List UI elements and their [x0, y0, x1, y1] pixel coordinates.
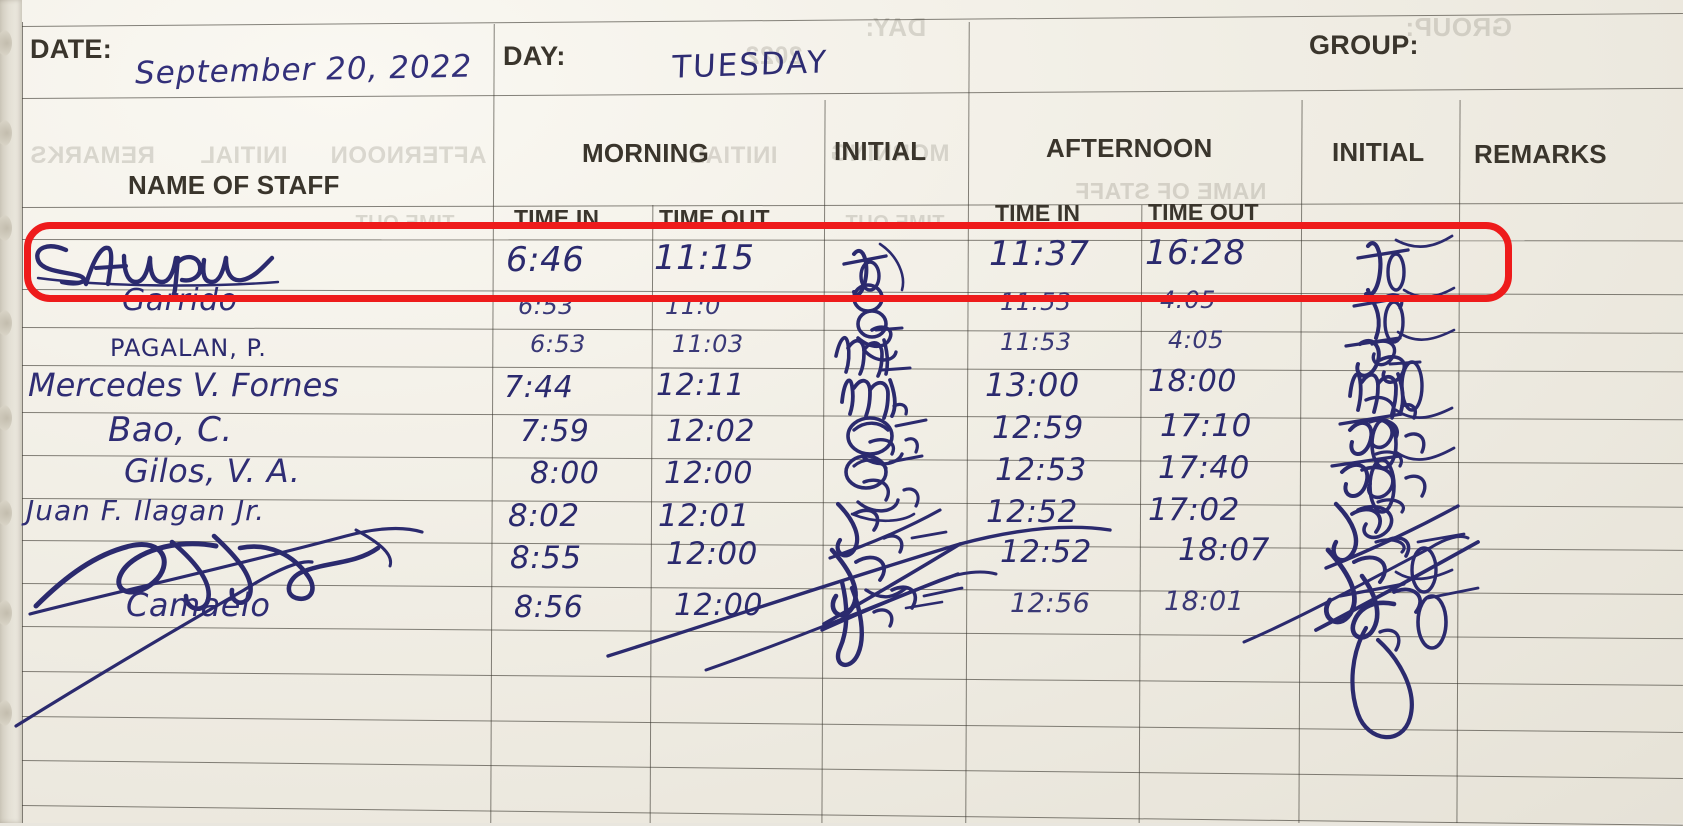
ghost-text-group: GROUP: — [1405, 12, 1512, 42]
grid-line-v — [821, 100, 826, 823]
grid-line-v — [1138, 205, 1143, 823]
grid-line-h — [21, 12, 1683, 27]
cell-morning-time-in-row-9: 8:56 — [514, 590, 584, 625]
day-label: DAY: — [503, 41, 566, 71]
initial-pm-scrawl-row-3 — [1340, 326, 1490, 446]
initial-pm-scrawl-row-4 — [1336, 360, 1486, 470]
ghost-text-timeout: TIME OUT — [355, 212, 455, 234]
cell-morning-time-out-row-7: 12:01 — [658, 498, 750, 534]
initial-pm-scrawl-row-5 — [1332, 404, 1492, 514]
column-header-morning: MORNING — [582, 138, 710, 168]
initial-am-scrawl-row-7 — [824, 486, 974, 576]
diagonal-stroke-annotation-2 — [700, 566, 1000, 676]
cell-name-row-2: Garrido — [122, 283, 238, 318]
cell-name-row-9: Camaelo — [126, 586, 271, 624]
cell-afternoon-time-out-row-8: 18:07 — [1178, 532, 1270, 568]
cell-morning-time-out-row-2: 11:0 — [665, 292, 721, 320]
cell-name-row-5: Bao, C. — [108, 410, 233, 450]
grid-line-h — [21, 626, 1683, 640]
ghost-text-year: 2022 — [745, 42, 803, 70]
signature-scrawl-row-1 — [28, 232, 328, 297]
ghost-text-afternoon: AFTERNOON — [330, 142, 487, 169]
initial-am-scrawl-row-2 — [838, 280, 958, 370]
initial-am-scrawl-row-9 — [818, 568, 978, 678]
cell-morning-time-in-row-4: 7:44 — [504, 370, 574, 405]
column-header-afternoon-time-in: TIME IN — [995, 200, 1081, 226]
cell-morning-time-out-row-4: 12:11 — [656, 368, 745, 403]
group-label: GROUP: — [1309, 30, 1419, 60]
ghost-text-day: DAY: — [865, 12, 927, 42]
cell-afternoon-time-out-row-2: 4:05 — [1160, 286, 1216, 314]
day-value: TUESDAY — [671, 44, 829, 86]
grid-line-v — [22, 22, 23, 823]
cell-morning-time-in-row-7: 8:02 — [508, 498, 580, 534]
cell-afternoon-time-out-row-6: 17:40 — [1158, 450, 1250, 486]
cell-afternoon-time-out-row-7: 17:02 — [1148, 492, 1240, 528]
cell-afternoon-time-in-row-8: 12:52 — [1000, 534, 1092, 570]
ghost-text-initial-left: INITIAL — [200, 142, 288, 169]
initial-pm-scrawl-row-1 — [1352, 228, 1482, 318]
grid-line-h — [21, 671, 1683, 686]
page-binding-edge — [0, 0, 22, 823]
cell-afternoon-time-in-row-6: 12:53 — [995, 452, 1087, 488]
cell-morning-time-in-row-1: 6:46 — [506, 240, 585, 280]
cell-morning-time-in-row-5: 7:59 — [520, 414, 590, 449]
cell-morning-time-out-row-3: 11:03 — [672, 330, 744, 358]
column-header-remarks: REMARKS — [1474, 139, 1607, 169]
grid-line-h — [21, 239, 1683, 242]
column-header-name-of-staff: NAME OF STAFF — [128, 170, 340, 200]
initial-pm-scrawl-row-7 — [1318, 484, 1498, 604]
cell-morning-time-in-row-3: 6:53 — [530, 330, 586, 358]
diagonal-stroke-annotation-4 — [14, 550, 314, 730]
column-header-morning-time-out: TIME OUT — [659, 205, 770, 231]
cell-name-row-6: Gilos, V. A. — [124, 452, 301, 490]
cell-name-row-4: Mercedes V. Fornes — [28, 366, 339, 404]
column-header-afternoon: AFTERNOON — [1046, 133, 1213, 163]
grid-line-h — [21, 498, 1683, 508]
cell-afternoon-time-out-row-5: 17:10 — [1160, 408, 1252, 444]
ghost-text-remarks: REMARKS — [30, 142, 155, 169]
cell-afternoon-time-in-row-9: 12:56 — [1010, 588, 1091, 619]
cell-afternoon-time-in-row-4: 13:00 — [985, 366, 1080, 404]
grid-line-v — [965, 22, 970, 823]
cell-name-row-3: PAGALAN, P. — [110, 334, 267, 362]
cell-morning-time-in-row-6: 8:00 — [530, 456, 600, 491]
grid-line-h — [21, 583, 1683, 596]
grid-line-v — [649, 205, 654, 823]
initial-am-scrawl-row-6 — [838, 446, 968, 526]
cell-morning-time-out-row-8: 12:00 — [666, 536, 758, 572]
cell-afternoon-time-in-row-3: 11:53 — [1000, 328, 1072, 356]
column-header-morning-time-in: TIME IN — [514, 205, 600, 231]
cell-afternoon-time-in-row-7: 12:52 — [986, 494, 1078, 530]
grid-line-h — [21, 202, 1683, 208]
grid-line-h — [21, 760, 1683, 779]
initial-pm-scrawl-row-9 — [1318, 566, 1518, 756]
grid-line-h — [21, 289, 1683, 296]
cell-morning-time-out-row-5: 12:02 — [666, 414, 755, 449]
initial-am-scrawl-row-1 — [840, 230, 960, 310]
column-header-initial-am: INITIAL — [834, 136, 927, 166]
ghost-text-timeout-2: TIME OUT — [845, 212, 945, 234]
cell-morning-time-out-row-1: 11:15 — [654, 238, 755, 278]
cell-morning-time-in-row-8: 8:55 — [510, 540, 582, 576]
grid-line-h — [21, 87, 1683, 99]
grid-line-h — [21, 365, 1683, 373]
grid-line-h — [21, 716, 1683, 733]
grid-line-h — [21, 327, 1683, 334]
grid-line-h — [21, 455, 1683, 465]
cell-morning-time-in-row-2: 6:53 — [518, 292, 574, 320]
signature-scrawl-row-8 — [26, 520, 446, 620]
grid-line-h — [21, 540, 1683, 551]
column-header-initial-pm: INITIAL — [1332, 137, 1425, 167]
grid-line-v — [490, 24, 495, 823]
grid-line-h — [21, 412, 1683, 421]
cell-morning-time-out-row-9: 12:00 — [674, 588, 763, 623]
date-label: DATE: — [30, 34, 112, 64]
cell-morning-time-out-row-6: 12:00 — [664, 456, 753, 491]
column-header-afternoon-time-out: TIME OUT — [1148, 199, 1259, 225]
date-value: September 20, 2022 — [134, 48, 473, 92]
initial-am-scrawl-row-4 — [832, 362, 962, 422]
